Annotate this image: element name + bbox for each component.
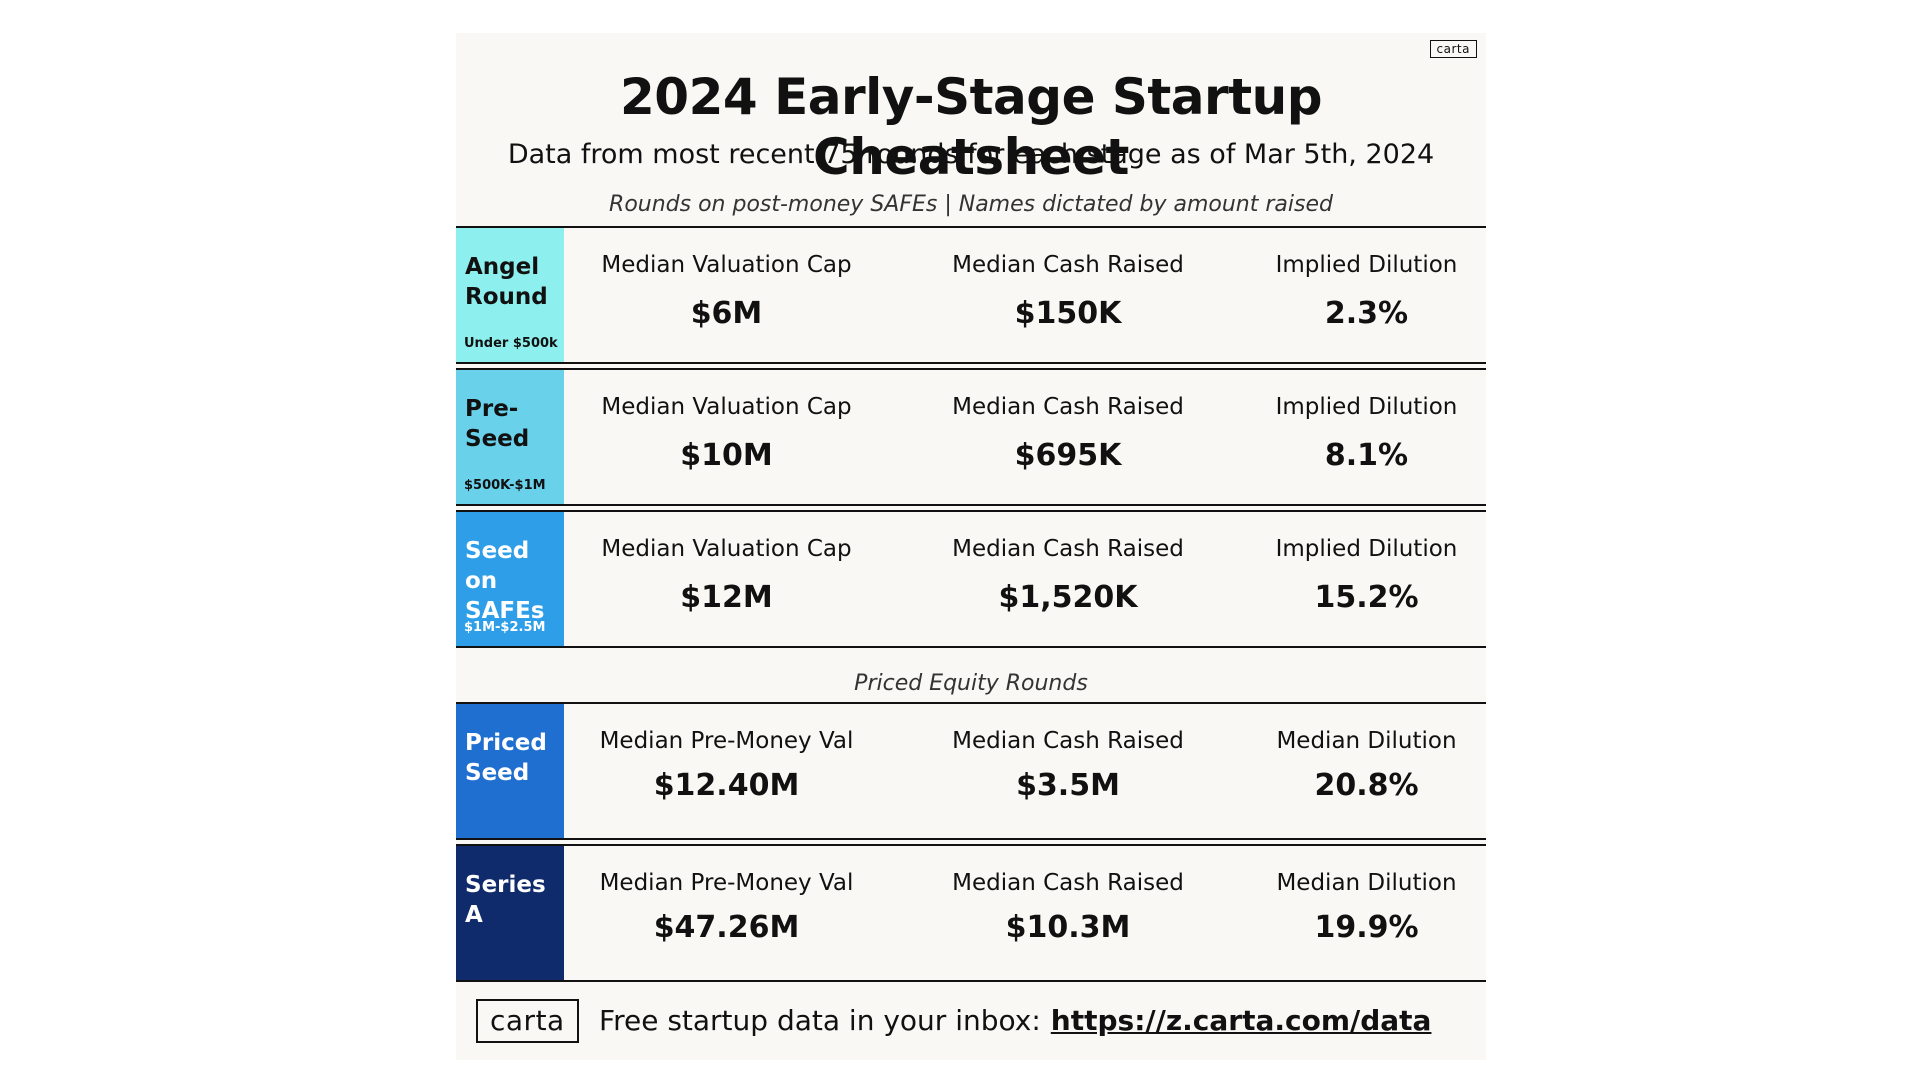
round-name: Series A	[465, 872, 546, 928]
round-name: Pre- Seed	[465, 396, 530, 452]
round-label: Priced Seed	[456, 704, 564, 838]
metric-label: Median Dilution	[1276, 870, 1457, 896]
round-range: $1M-$2.5M	[464, 620, 546, 635]
divider	[456, 980, 1486, 982]
metric-value: 15.2%	[1314, 580, 1419, 615]
divider	[456, 368, 1486, 370]
data-signup-link[interactable]: https://z.carta.com/data	[1050, 1004, 1432, 1037]
metric-label: Median Pre-Money Val	[599, 870, 854, 896]
cheatsheet-card: carta 2024 Early-Stage Startup Cheatshee…	[456, 33, 1486, 1060]
metric-label: Median Pre-Money Val	[599, 728, 854, 754]
cash-raised-metric: Median Cash Raised $3.5M	[889, 726, 1247, 804]
round-row-pre-seed: Pre- Seed $500K-$1M Median Valuation Cap…	[456, 370, 1486, 504]
page-subtitle: Data from most recent 75 rounds for each…	[507, 139, 1435, 170]
round-name: Seed on SAFEs	[465, 538, 545, 624]
divider	[456, 844, 1486, 846]
page-title: 2024 Early-Stage Startup Cheatsheet	[620, 68, 1322, 186]
metric-value: 2.3%	[1324, 296, 1409, 331]
round-row-priced-seed: Priced Seed Median Pre-Money Val $12.40M…	[456, 704, 1486, 838]
metric-value: 8.1%	[1324, 438, 1409, 473]
round-label: Series A	[456, 846, 564, 980]
divider	[456, 226, 1486, 228]
metric-value: $47.26M	[653, 910, 800, 945]
footer-text: Free startup data in your inbox:	[599, 1004, 1041, 1037]
priced-rounds-note: Priced Equity Rounds	[854, 671, 1088, 696]
cash-raised-metric: Median Cash Raised $10.3M	[889, 868, 1247, 946]
metric-value: $6M	[690, 296, 763, 331]
round-label: Pre- Seed $500K-$1M	[456, 370, 564, 504]
round-range: Under $500k	[464, 336, 558, 351]
metric-value: $1,520K	[998, 580, 1138, 615]
dilution-metric: Median Dilution 19.9%	[1247, 868, 1486, 946]
footer: carta Free startup data in your inbox: ht…	[456, 995, 1486, 1055]
metric-label: Median Cash Raised	[952, 728, 1184, 754]
round-range: $500K-$1M	[464, 478, 546, 493]
dilution-metric: Median Dilution 20.8%	[1247, 726, 1486, 804]
metric-value: $695K	[1014, 438, 1122, 473]
carta-corner-logo: carta	[1429, 40, 1477, 58]
metric-value: 20.8%	[1314, 768, 1419, 803]
round-row-angel: Angel Round Under $500k Median Valuation…	[456, 228, 1486, 362]
metric-value: $150K	[1014, 296, 1122, 331]
dilution-metric: Implied Dilution 8.1%	[1247, 392, 1486, 474]
divider	[456, 510, 1486, 512]
round-label: Angel Round Under $500k	[456, 228, 564, 362]
safe-rounds-note: Rounds on post-money SAFEs | Names dicta…	[609, 192, 1333, 217]
dilution-metric: Implied Dilution 15.2%	[1247, 534, 1486, 616]
metric-label: Median Cash Raised	[952, 252, 1184, 278]
metric-label: Median Dilution	[1276, 728, 1457, 754]
divider	[456, 838, 1486, 840]
valuation-cap-metric: Median Valuation Cap $12M	[564, 534, 889, 616]
metric-label: Median Valuation Cap	[601, 536, 852, 562]
footer-cta: Free startup data in your inbox: https://…	[599, 1003, 1431, 1039]
cash-raised-metric: Median Cash Raised $150K	[889, 250, 1247, 332]
divider	[456, 504, 1486, 506]
metric-label: Implied Dilution	[1275, 252, 1458, 278]
cash-raised-metric: Median Cash Raised $1,520K	[889, 534, 1247, 616]
metric-label: Median Valuation Cap	[601, 394, 852, 420]
metric-value: $10M	[680, 438, 773, 473]
metric-label: Median Cash Raised	[952, 536, 1184, 562]
metric-value: $3.5M	[1016, 768, 1120, 803]
pre-money-metric: Median Pre-Money Val $47.26M	[564, 868, 889, 946]
carta-footer-logo: carta	[476, 999, 579, 1043]
metric-value: $12M	[680, 580, 773, 615]
metric-label: Implied Dilution	[1275, 536, 1458, 562]
round-row-series-a: Series A Median Pre-Money Val $47.26M Me…	[456, 846, 1486, 980]
round-name: Priced Seed	[465, 730, 547, 786]
dilution-metric: Implied Dilution 2.3%	[1247, 250, 1486, 332]
metric-label: Median Valuation Cap	[601, 252, 852, 278]
divider	[456, 702, 1486, 704]
round-name: Angel Round	[465, 254, 548, 310]
round-label: Seed on SAFEs $1M-$2.5M	[456, 512, 564, 646]
cash-raised-metric: Median Cash Raised $695K	[889, 392, 1247, 474]
round-row-seed-on-safes: Seed on SAFEs $1M-$2.5M Median Valuation…	[456, 512, 1486, 646]
divider	[456, 362, 1486, 364]
metric-value: $12.40M	[653, 768, 800, 803]
metric-label: Implied Dilution	[1275, 394, 1458, 420]
metric-value: 19.9%	[1314, 910, 1419, 945]
metric-label: Median Cash Raised	[952, 394, 1184, 420]
valuation-cap-metric: Median Valuation Cap $10M	[564, 392, 889, 474]
metric-value: $10.3M	[1005, 910, 1131, 945]
valuation-cap-metric: Median Valuation Cap $6M	[564, 250, 889, 332]
metric-label: Median Cash Raised	[952, 870, 1184, 896]
divider	[456, 646, 1486, 648]
pre-money-metric: Median Pre-Money Val $12.40M	[564, 726, 889, 804]
